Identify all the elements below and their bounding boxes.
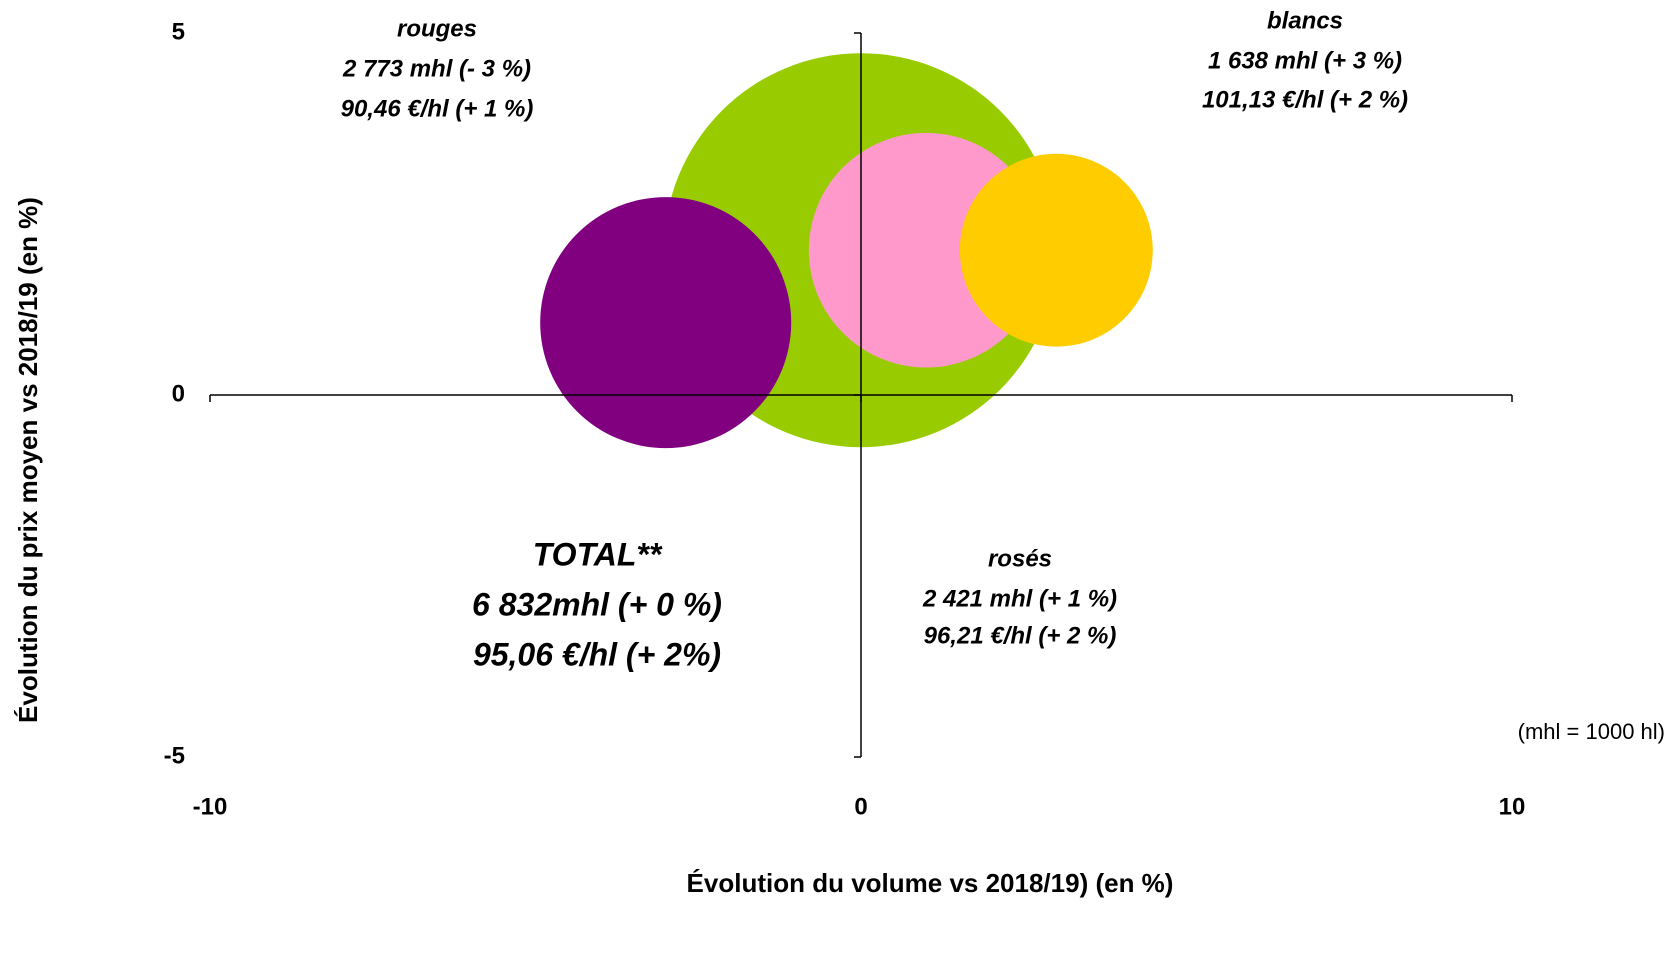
bubble-label: 2 421 mhl (+ 1 %): [922, 585, 1117, 612]
x-tick-label: 0: [854, 793, 867, 820]
bubble: [540, 197, 792, 449]
series-name: blancs: [1267, 7, 1343, 34]
series-name: rosés: [988, 545, 1052, 572]
bubble-label: 90,46 €/hl (+ 1 %): [341, 95, 534, 122]
bubble-label: 95,06 €/hl (+ 2%): [473, 636, 721, 672]
y-tick-label: 0: [172, 380, 185, 407]
y-tick-label: -5: [164, 742, 185, 769]
series-name: TOTAL**: [533, 536, 663, 572]
bubble-label: 96,21 €/hl (+ 2 %): [924, 622, 1117, 649]
bubble: [959, 153, 1153, 347]
y-tick-label: 5: [172, 18, 185, 45]
y-axis-title: Évolution du prix moyen vs 2018/19 (en %…: [13, 197, 43, 723]
series-name: rouges: [397, 15, 477, 42]
x-tick-label: -10: [193, 793, 228, 820]
x-tick-label: 10: [1499, 793, 1526, 820]
bubble-label: 6 832mhl (+ 0 %): [472, 586, 722, 622]
bubble-label: 1 638 mhl (+ 3 %): [1208, 47, 1402, 74]
bubble-label: 101,13 €/hl (+ 2 %): [1202, 86, 1408, 113]
x-axis-title: Évolution du volume vs 2018/19) (en %): [687, 868, 1174, 898]
bubble-label: 2 773 mhl (- 3 %): [342, 55, 531, 82]
note: (mhl = 1000 hl): [1518, 719, 1665, 744]
